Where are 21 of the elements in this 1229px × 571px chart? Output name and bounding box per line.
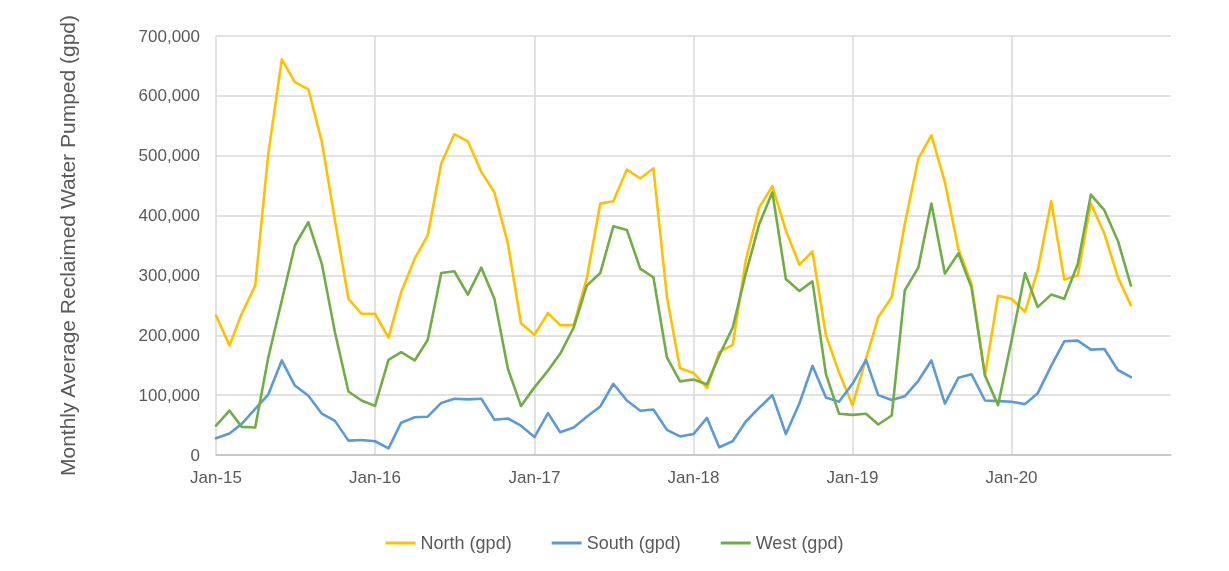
y-tick-label: 400,000 (138, 206, 200, 226)
y-tick-label: 700,000 (138, 26, 200, 46)
line-series (214, 58, 1133, 407)
x-tick-label: Jan-15 (190, 468, 242, 487)
x-tick-label: Jan-19 (826, 468, 879, 487)
x-tick-label: Jan-20 (985, 468, 1038, 487)
y-tick-label: 300,000 (138, 265, 200, 285)
y-tick-label: 500,000 (138, 146, 200, 166)
legend-label: West (gpd) (755, 533, 844, 553)
y-tick-label: 600,000 (138, 86, 200, 106)
x-tick-label: Jan-16 (349, 468, 402, 487)
x-tick-label: Jan-17 (508, 468, 561, 487)
line-series (214, 190, 1133, 429)
y-axis-title: Monthly Average Reclaimed Water Pumped (gpd) (55, 14, 79, 477)
legend-label: North (gpd) (420, 533, 512, 553)
y-tick-label: 0 (190, 445, 200, 465)
y-tick-label: 100,000 (138, 385, 200, 405)
legend-label: South (gpd) (586, 533, 681, 553)
x-tick-label: Jan-18 (667, 468, 720, 487)
line-series (214, 339, 1133, 450)
y-tick-label: 200,000 (138, 325, 200, 345)
